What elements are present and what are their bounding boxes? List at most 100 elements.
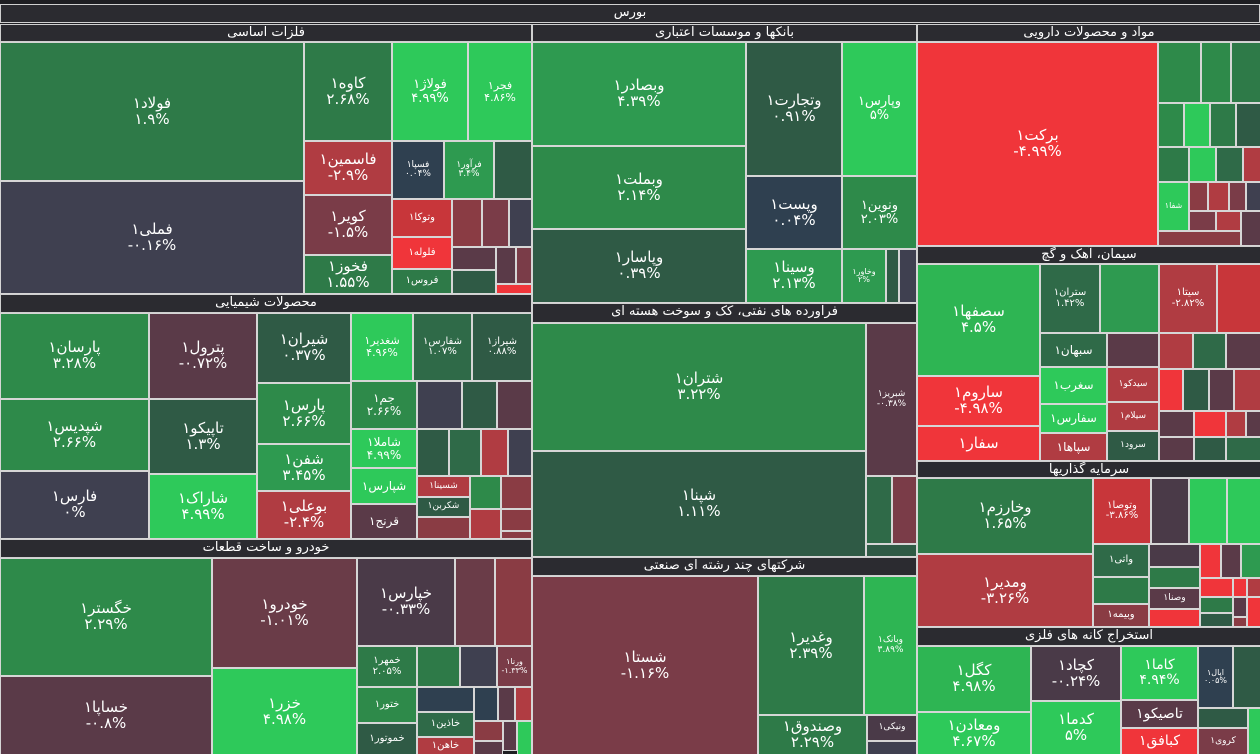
stock-tile[interactable] — [1208, 182, 1229, 211]
stock-tile[interactable] — [1229, 182, 1246, 211]
stock-tile[interactable]: وتوکا۱ — [392, 199, 452, 237]
stock-tile[interactable]: وتوصا۱ -۳.۸۶% — [1093, 478, 1151, 544]
stock-tile[interactable] — [417, 381, 462, 429]
stock-tile[interactable] — [497, 381, 532, 429]
stock-tile[interactable]: شغدیر۱ ۴.۹۶% — [351, 313, 413, 381]
stock-tile[interactable]: کویر۱ -۱.۵% — [304, 195, 392, 255]
stock-tile[interactable] — [455, 558, 495, 646]
stock-tile[interactable] — [1247, 578, 1260, 597]
stock-tile[interactable] — [1231, 42, 1260, 103]
stock-tile[interactable] — [1200, 597, 1233, 613]
stock-tile[interactable]: سصفها۱ ۴.۵% — [917, 264, 1040, 376]
stock-tile[interactable] — [496, 247, 516, 284]
stock-tile[interactable] — [1158, 147, 1189, 182]
stock-tile[interactable]: ومعادن۱ ۴.۶۷% — [917, 712, 1031, 754]
stock-tile[interactable] — [452, 199, 482, 247]
stock-tile[interactable]: وبانک۱ ۳.۸۹% — [864, 576, 917, 715]
stock-tile[interactable]: خموتور۱ — [357, 723, 417, 754]
stock-tile[interactable] — [494, 141, 532, 199]
stock-tile[interactable]: شیراز۱ ۰.۸۸% — [472, 313, 532, 381]
stock-tile[interactable] — [503, 721, 517, 751]
stock-tile[interactable] — [1189, 182, 1208, 211]
stock-tile[interactable] — [1227, 478, 1260, 544]
stock-tile[interactable]: شیران۱ ۰.۳۷% — [257, 313, 351, 383]
stock-tile[interactable] — [515, 687, 532, 721]
stock-tile[interactable] — [1246, 411, 1260, 437]
stock-tile[interactable]: وخاور۱ ۲% — [842, 249, 886, 303]
stock-tile[interactable]: وبصادر۱ ۴.۳۹% — [532, 42, 746, 146]
stock-tile[interactable]: پارسان۱ ۳.۲۸% — [0, 313, 149, 399]
stock-tile[interactable]: وصندوق۱ ۲.۲۹% — [758, 715, 867, 754]
stock-tile[interactable] — [481, 429, 508, 476]
stock-tile[interactable]: وپست۱ ۰.۰۴% — [746, 176, 842, 249]
stock-tile[interactable]: سپاها۱ — [1040, 433, 1107, 461]
stock-tile[interactable] — [1159, 333, 1193, 369]
stock-tile[interactable] — [470, 476, 501, 509]
stock-tile[interactable]: شتران۱ ۳.۲۲% — [532, 323, 866, 451]
stock-tile[interactable]: شپنا۱ ۱.۱۱% — [532, 451, 866, 557]
stock-tile[interactable]: ونوین۱ ۲.۰۳% — [842, 176, 917, 249]
stock-tile[interactable]: خاهن۱ — [417, 737, 474, 754]
stock-tile[interactable]: بوعلی۱ -۲.۴% — [257, 491, 351, 539]
stock-tile[interactable] — [517, 721, 532, 754]
stock-tile[interactable]: سبهان۱ — [1040, 333, 1107, 367]
stock-tile[interactable]: شفا۱ — [1158, 182, 1189, 231]
stock-tile[interactable] — [1226, 411, 1246, 437]
stock-tile[interactable] — [1184, 103, 1210, 147]
stock-tile[interactable] — [474, 721, 503, 741]
stock-tile[interactable]: فسپا۱ ۰.۰۴% — [392, 141, 444, 199]
stock-tile[interactable]: ومدیر۱ -۳.۲۶% — [917, 554, 1093, 627]
sector-header[interactable]: خودرو و ساخت قطعات — [0, 539, 532, 558]
stock-tile[interactable] — [1233, 646, 1260, 708]
stock-tile[interactable] — [1194, 411, 1226, 437]
stock-tile[interactable] — [508, 429, 532, 476]
stock-tile[interactable]: وغدیر۱ ۲.۳۹% — [758, 576, 864, 715]
stock-tile[interactable]: کاوه۱ ۲.۶۸% — [304, 42, 392, 141]
stock-tile[interactable] — [417, 646, 460, 687]
stock-tile[interactable]: خگستر۱ ۲.۲۹% — [0, 558, 212, 676]
stock-tile[interactable]: خزر۱ ۴.۹۸% — [212, 668, 357, 754]
stock-tile[interactable] — [1246, 182, 1260, 211]
stock-tile[interactable]: کروی۱ — [1198, 728, 1248, 754]
stock-tile[interactable] — [1198, 708, 1248, 728]
stock-tile[interactable]: ساروم۱ -۴.۹۸% — [917, 376, 1040, 426]
stock-tile[interactable] — [417, 687, 474, 712]
stock-tile[interactable]: سیلام۱ — [1107, 402, 1159, 431]
stock-tile[interactable] — [1193, 333, 1226, 369]
stock-tile[interactable] — [1234, 369, 1260, 411]
stock-tile[interactable] — [449, 429, 481, 476]
stock-tile[interactable]: شکربن۱ — [417, 497, 470, 517]
stock-tile[interactable]: پارس۱ ۲.۶۶% — [257, 383, 351, 444]
stock-tile[interactable] — [496, 284, 532, 294]
stock-tile[interactable] — [1189, 478, 1227, 544]
stock-tile[interactable]: سیتا۱ -۲.۸۲% — [1159, 264, 1217, 333]
stock-tile[interactable] — [509, 199, 532, 247]
stock-tile[interactable] — [1194, 437, 1226, 461]
stock-tile[interactable] — [482, 199, 509, 247]
stock-tile[interactable] — [1183, 369, 1209, 411]
stock-tile[interactable]: شبریز۱ -۰.۳۸% — [866, 323, 917, 476]
stock-tile[interactable]: برکت۱ -۴.۹۹% — [917, 42, 1158, 246]
stock-tile[interactable]: سفارس۱ — [1040, 404, 1107, 433]
stock-tile[interactable] — [417, 429, 449, 476]
stock-tile[interactable]: فلوله۱ — [392, 237, 452, 269]
stock-tile[interactable]: اپال۱ ۰.۰۵% — [1198, 646, 1233, 708]
stock-tile[interactable] — [1247, 597, 1260, 627]
stock-tile[interactable]: ستران۱ ۱.۴۲% — [1040, 264, 1100, 333]
stock-tile[interactable] — [501, 531, 532, 539]
sector-header[interactable]: محصولات شیمیایی — [0, 294, 532, 313]
stock-tile[interactable]: شاراک۱ ۴.۹۹% — [149, 474, 257, 539]
stock-tile[interactable] — [1149, 609, 1200, 627]
stock-tile[interactable]: جم۱ ۲.۶۶% — [351, 381, 417, 429]
stock-tile[interactable] — [516, 247, 532, 284]
stock-tile[interactable]: خساپا۱ -۰.۸% — [0, 676, 212, 754]
stock-tile[interactable] — [1216, 147, 1243, 182]
stock-tile[interactable] — [1100, 264, 1159, 333]
stock-tile[interactable]: سیدکو۱ — [1107, 367, 1159, 402]
stock-tile[interactable]: تاصیکو۱ — [1121, 700, 1198, 728]
stock-tile[interactable] — [1159, 411, 1194, 437]
stock-tile[interactable] — [892, 476, 917, 544]
sector-header[interactable]: فراورده های نفتی، کک و سوخت هسته ای — [532, 303, 917, 323]
stock-tile[interactable]: شستا۱ -۱.۱۶% — [532, 576, 758, 754]
sector-header[interactable]: مواد و محصولات دارویی — [917, 24, 1260, 42]
